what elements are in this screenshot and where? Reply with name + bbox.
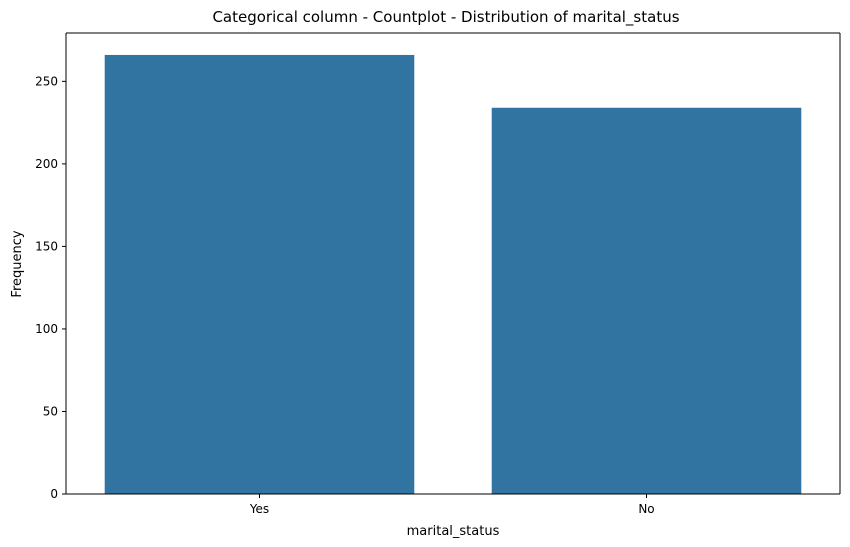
y-axis-label: Frequency — [10, 230, 25, 297]
y-tick-label: 250 — [35, 74, 58, 88]
bar-yes — [104, 54, 415, 494]
y-tick-label: 0 — [50, 487, 58, 501]
x-tick-label: No — [638, 502, 654, 516]
bars-group — [104, 54, 802, 494]
x-tick-label: Yes — [249, 502, 269, 516]
x-axis-ticks: Yes No — [249, 494, 655, 516]
y-tick-label: 100 — [35, 322, 58, 336]
y-axis-ticks: 0 50 100 150 200 250 — [35, 74, 66, 501]
y-tick-label: 150 — [35, 239, 58, 253]
y-tick-label: 50 — [43, 404, 58, 418]
chart-title: Categorical column - Countplot - Distrib… — [212, 8, 679, 27]
plot-frame — [65, 32, 841, 495]
x-axis-label: marital_status — [407, 524, 500, 539]
bar-no — [491, 107, 802, 494]
y-tick-label: 200 — [35, 157, 58, 171]
